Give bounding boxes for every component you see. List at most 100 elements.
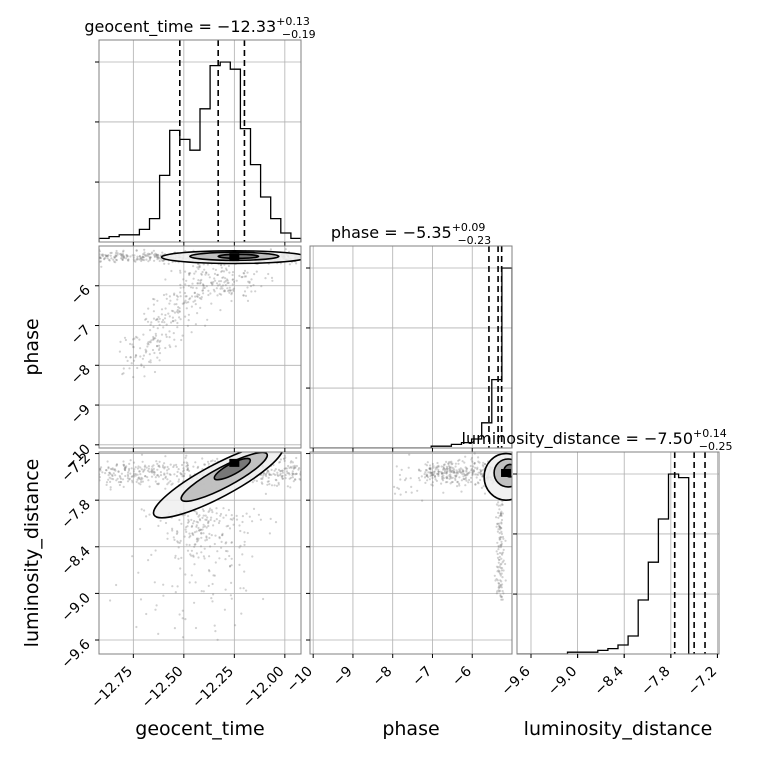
sample-point (224, 558, 227, 561)
sample-point (440, 465, 443, 468)
sample-point (200, 273, 203, 276)
sample-point (113, 255, 116, 258)
sample-point (187, 518, 190, 522)
sample-point (193, 543, 196, 546)
sample-point (157, 464, 160, 468)
sample-point (150, 339, 153, 342)
sample-point (267, 272, 270, 276)
sample-point (224, 588, 227, 591)
sample-point (203, 547, 206, 550)
sample-point (217, 521, 221, 525)
sample-point (433, 474, 436, 477)
sample-point (100, 466, 103, 469)
hist-panel-phase-background (310, 246, 512, 448)
sample-point (210, 302, 213, 305)
sample-point (230, 541, 233, 544)
sample-point (164, 476, 167, 479)
sample-point (200, 590, 203, 593)
sample-point (428, 467, 431, 470)
sample-point (151, 465, 154, 468)
sample-point (219, 512, 223, 516)
sample-point (186, 521, 190, 524)
sample-point (186, 467, 189, 471)
sample-point (138, 255, 141, 258)
sample-point (177, 557, 180, 560)
sample-point (153, 351, 156, 355)
sample-point (286, 485, 289, 488)
title-minus: −0.19 (282, 28, 316, 41)
sample-point (195, 287, 198, 290)
sample-point (426, 461, 429, 464)
sample-point (499, 584, 502, 587)
sample-point (193, 531, 196, 534)
sample-point (185, 307, 188, 310)
sample-point (232, 523, 235, 526)
sample-point (133, 468, 136, 471)
sample-point (136, 478, 139, 481)
sample-point (445, 468, 448, 471)
sample-point (167, 312, 170, 315)
sample-point (194, 543, 197, 546)
sample-point (270, 484, 274, 487)
sample-point (186, 462, 189, 465)
sample-point (150, 553, 153, 557)
sample-point (211, 582, 214, 586)
sample-point (175, 465, 178, 469)
sample-point (495, 578, 498, 581)
sample-point (181, 302, 184, 305)
sample-point (470, 476, 473, 479)
sample-point (199, 519, 202, 522)
sample-point (215, 507, 218, 510)
sample-point (458, 458, 461, 461)
sample-point (155, 460, 158, 463)
sample-point (215, 512, 218, 515)
sample-point (109, 472, 112, 476)
sample-point (445, 460, 448, 463)
sample-point (181, 609, 184, 612)
sample-point (149, 329, 152, 332)
sample-point (468, 471, 471, 474)
sample-point (462, 472, 465, 475)
sample-point (441, 479, 445, 482)
sample-point (142, 256, 145, 259)
sample-point (291, 472, 294, 475)
sample-point (131, 479, 134, 482)
sample-point (446, 480, 449, 484)
sample-point (207, 462, 210, 465)
sample-point (200, 531, 203, 535)
sample-point (498, 526, 501, 529)
sample-point (430, 483, 433, 486)
sample-point (219, 309, 222, 312)
sample-point (291, 470, 294, 473)
sample-point (141, 480, 144, 483)
sample-point (179, 283, 182, 286)
sample-point (99, 256, 102, 259)
sample-point (192, 277, 195, 280)
sample-point (123, 467, 126, 471)
sample-point (498, 514, 501, 518)
sample-point (430, 473, 433, 477)
sample-point (190, 554, 193, 557)
sample-point (159, 474, 163, 477)
sample-point (132, 345, 135, 348)
sample-point (157, 344, 161, 347)
sample-point (224, 280, 227, 283)
sample-point (453, 474, 456, 477)
sample-point (132, 474, 135, 477)
sample-point (205, 271, 208, 274)
sample-point (497, 548, 500, 551)
sample-point (122, 250, 125, 253)
y-tick-label-luminosity_distance: −9.6 (58, 636, 93, 671)
sample-point (497, 561, 500, 564)
sample-point (287, 464, 290, 468)
sample-point (504, 579, 507, 582)
sample-point (241, 515, 244, 518)
sample-point (435, 479, 438, 482)
sample-point (202, 284, 205, 288)
sample-point (472, 470, 476, 473)
sample-point (171, 529, 174, 532)
sample-point (196, 537, 199, 540)
sample-point (251, 481, 254, 484)
sample-point (496, 590, 499, 593)
sample-point (186, 468, 189, 471)
